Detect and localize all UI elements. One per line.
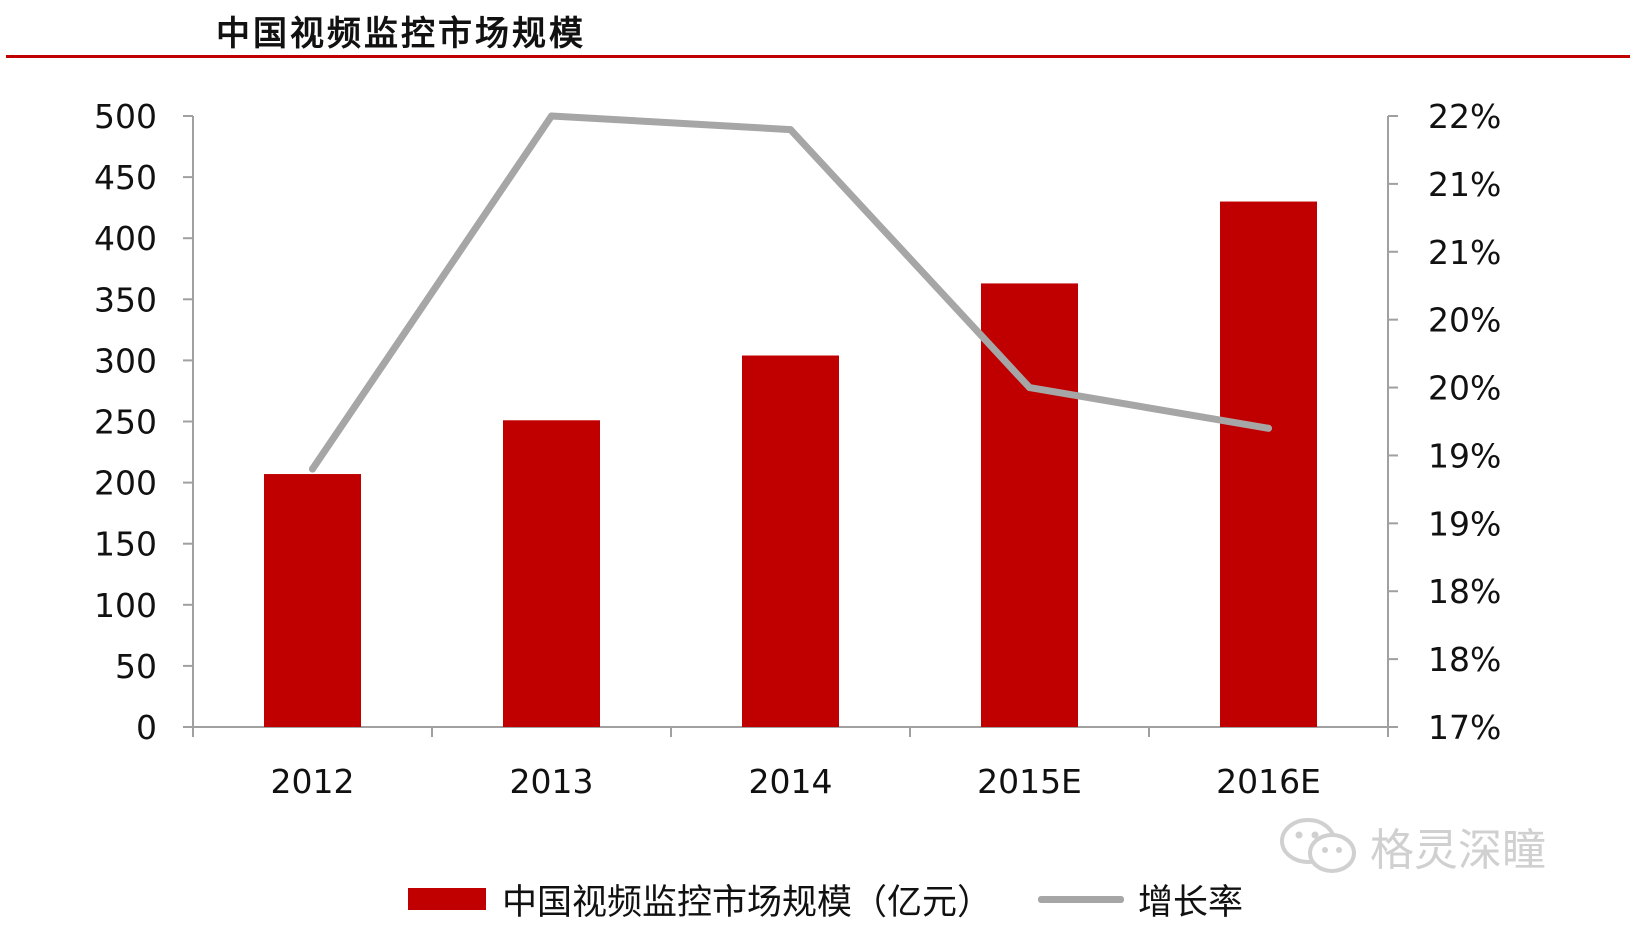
- y-left-tick-label: 400: [94, 219, 157, 258]
- bar-2016E: [1220, 201, 1317, 728]
- y-left-tick-label: 500: [94, 97, 157, 136]
- x-tick-label: 2012: [271, 762, 355, 801]
- y-right-tick-label: 19%: [1428, 436, 1501, 475]
- legend-label-bar: 中国视频监控市场规模（亿元）: [502, 882, 993, 923]
- y-right-tick-label: 22%: [1428, 97, 1501, 136]
- y-right-tick-label: 21%: [1428, 165, 1501, 204]
- y-left-tick-label: 300: [94, 341, 157, 380]
- legend-item-bar: 中国视频监控市场规模（亿元）: [408, 874, 992, 925]
- growth-point-2012: [309, 465, 316, 473]
- growth-point-2014: [787, 126, 794, 134]
- y-right-tick-label: 18%: [1428, 640, 1501, 679]
- x-tick-label: 2013: [510, 762, 594, 801]
- y-left-tick-label: 350: [94, 280, 157, 319]
- chart-title: 中国视频监控市场规模: [216, 14, 586, 54]
- y-left-tick-label: 150: [94, 525, 157, 564]
- bar-2014: [742, 355, 839, 727]
- x-tick-label: 2015E: [977, 762, 1082, 801]
- legend-swatch-bar: [408, 888, 486, 910]
- legend-label-line: 增长率: [1138, 882, 1244, 923]
- y-right-tick-label: 17%: [1428, 708, 1501, 747]
- watermark-text: 格灵深瞳: [1370, 825, 1546, 876]
- y-right-tick-label: 20%: [1428, 369, 1501, 408]
- y-left-tick-label: 450: [94, 158, 157, 197]
- y-left-tick-label: 200: [94, 464, 157, 503]
- y-left-tick-label: 100: [94, 586, 157, 625]
- y-left-tick-label: 250: [94, 403, 157, 442]
- x-tick-label: 2016E: [1216, 762, 1321, 801]
- legend-item-line: 增长率: [1038, 874, 1243, 925]
- legend-swatch-line: [1038, 895, 1125, 903]
- chart-legend: 中国视频监控市场规模（亿元） 增长率: [408, 874, 1243, 924]
- bar-2012: [264, 474, 361, 727]
- watermark: 格灵深瞳: [1278, 814, 1546, 878]
- growth-point-2016E: [1265, 424, 1272, 432]
- y-right-tick-label: 19%: [1428, 504, 1501, 543]
- x-tick-label: 2014: [749, 762, 833, 801]
- y-right-tick-label: 20%: [1428, 301, 1501, 340]
- bar-2013: [503, 420, 600, 727]
- growth-point-2013: [548, 112, 555, 120]
- y-right-tick-label: 21%: [1428, 233, 1501, 272]
- y-left-tick-label: 50: [115, 647, 157, 686]
- wechat-icon: [1280, 818, 1356, 873]
- growth-point-2015E: [1026, 384, 1033, 392]
- y-left-tick-label: 0: [136, 708, 157, 747]
- title-rule: [6, 55, 1630, 58]
- y-right-tick-label: 18%: [1428, 572, 1501, 611]
